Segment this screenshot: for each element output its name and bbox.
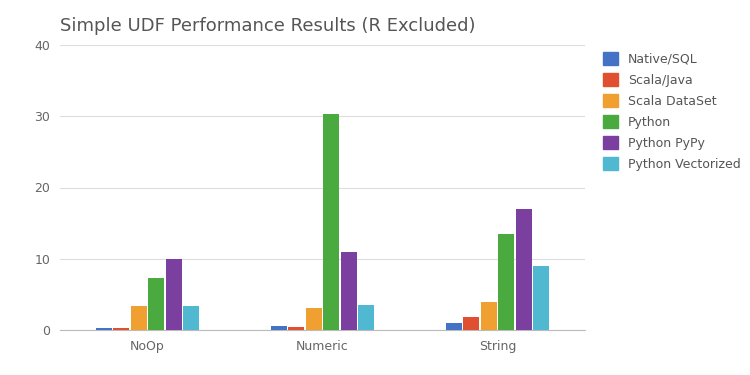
Bar [183,306,200,330]
Bar [446,323,462,330]
Bar [271,326,286,330]
Bar [358,305,374,330]
Bar [533,266,549,330]
Bar [323,114,339,330]
Bar [96,328,112,330]
Bar [113,328,129,330]
Bar [166,259,182,330]
Bar [288,327,304,330]
Bar [516,209,532,330]
Bar [340,252,357,330]
Text: Simple UDF Performance Results (R Excluded): Simple UDF Performance Results (R Exclud… [60,17,476,35]
Bar [498,234,514,330]
Bar [306,308,322,330]
Bar [481,302,496,330]
Bar [148,278,164,330]
Legend: Native/SQL, Scala/Java, Scala DataSet, Python, Python PyPy, Python Vectorized: Native/SQL, Scala/Java, Scala DataSet, P… [596,45,747,177]
Bar [464,317,479,330]
Bar [130,306,147,330]
